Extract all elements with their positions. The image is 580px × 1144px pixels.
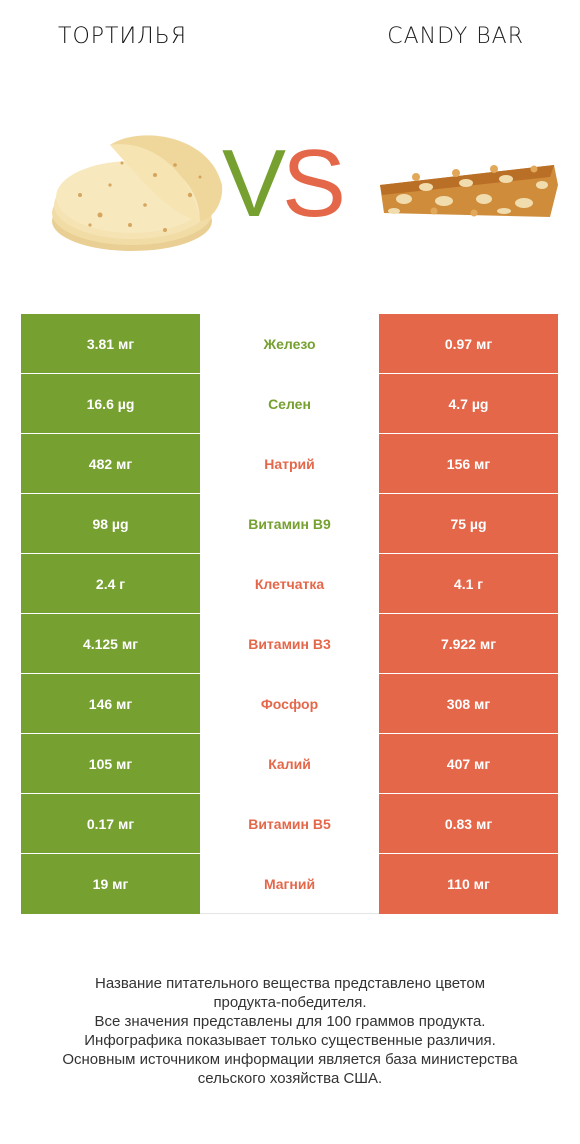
- nutrient-name-cell: Витамин B3: [200, 614, 379, 674]
- right-value-cell: 110 мг: [379, 854, 558, 914]
- table-row: 19 мг Магний 110 мг: [21, 854, 558, 914]
- nutrient-name-cell: Фосфор: [200, 674, 379, 734]
- right-value-cell: 0.97 мг: [379, 314, 558, 374]
- footer-line: продукта-победителя.: [213, 994, 367, 1011]
- vs-label: VS: [222, 130, 346, 237]
- table-row: 16.6 µg Селен 4.7 µg: [21, 374, 558, 434]
- right-food-title: CANDY BAR: [387, 24, 524, 49]
- left-food-title: ТОРТИЛЬЯ: [58, 24, 187, 49]
- table-row: 105 мг Калий 407 мг: [21, 734, 558, 794]
- nutrient-name-cell: Витамин B9: [200, 494, 379, 554]
- nutrient-name-cell: Железо: [200, 314, 379, 374]
- left-value-cell: 16.6 µg: [21, 374, 200, 434]
- footer-line: Основным источником информации является …: [62, 1051, 518, 1068]
- left-value-cell: 4.125 мг: [21, 614, 200, 674]
- left-value-cell: 146 мг: [21, 674, 200, 734]
- nutrient-name-cell: Натрий: [200, 434, 379, 494]
- table-row: 3.81 мг Железо 0.97 мг: [21, 314, 558, 374]
- table-row: 482 мг Натрий 156 мг: [21, 434, 558, 494]
- footer-line: сельского хозяйства США.: [197, 1070, 383, 1087]
- right-value-cell: 4.1 г: [379, 554, 558, 614]
- candy-bar-icon: [380, 165, 558, 217]
- footer-notes: Название питательного вещества представл…: [20, 974, 560, 1088]
- footer-line: Инфографика показывает только существенн…: [84, 1032, 496, 1049]
- right-value-cell: 7.922 мг: [379, 614, 558, 674]
- left-value-cell: 0.17 мг: [21, 794, 200, 854]
- footer-line: Название питательного вещества представл…: [94, 975, 486, 992]
- left-value-cell: 105 мг: [21, 734, 200, 794]
- nutrient-name-cell: Калий: [200, 734, 379, 794]
- table-row: 0.17 мг Витамин B5 0.83 мг: [21, 794, 558, 854]
- table-row: 2.4 г Клетчатка 4.1 г: [21, 554, 558, 614]
- left-value-cell: 482 мг: [21, 434, 200, 494]
- right-value-cell: 156 мг: [379, 434, 558, 494]
- left-value-cell: 2.4 г: [21, 554, 200, 614]
- right-value-cell: 0.83 мг: [379, 794, 558, 854]
- tortilla-stack-icon: [52, 135, 223, 251]
- nutrient-name-cell: Клетчатка: [200, 554, 379, 614]
- right-value-cell: 75 µg: [379, 494, 558, 554]
- right-value-cell: 308 мг: [379, 674, 558, 734]
- right-value-cell: 407 мг: [379, 734, 558, 794]
- left-value-cell: 3.81 мг: [21, 314, 200, 374]
- left-value-cell: 19 мг: [21, 854, 200, 914]
- nutrient-name-cell: Витамин B5: [200, 794, 379, 854]
- table-row: 4.125 мг Витамин B3 7.922 мг: [21, 614, 558, 674]
- footer-line: Все значения представлены для 100 граммо…: [94, 1013, 486, 1030]
- nutrient-name-cell: Селен: [200, 374, 379, 434]
- right-value-cell: 4.7 µg: [379, 374, 558, 434]
- table-row: 98 µg Витамин B9 75 µg: [21, 494, 558, 554]
- nutrient-name-cell: Магний: [200, 854, 379, 914]
- left-value-cell: 98 µg: [21, 494, 200, 554]
- nutrient-comparison-table: 3.81 мг Железо 0.97 мг 16.6 µg Селен 4.7 µg 48…: [21, 314, 558, 914]
- table-row: 146 мг Фосфор 308 мг: [21, 674, 558, 734]
